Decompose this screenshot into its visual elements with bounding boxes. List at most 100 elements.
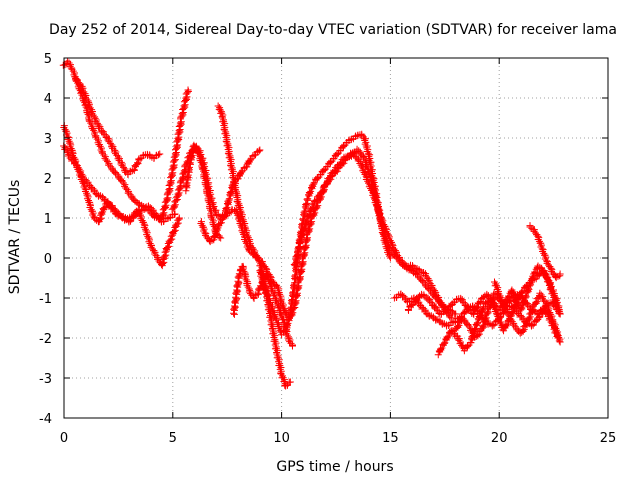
data-point (337, 161, 345, 169)
data-point (183, 158, 191, 166)
data-point (296, 237, 304, 245)
data-point (392, 250, 400, 258)
data-point (326, 158, 334, 166)
data-point (310, 197, 318, 205)
series-trace-6 (168, 141, 225, 242)
series-trace-18 (490, 262, 564, 318)
x-tick-label: 10 (273, 431, 290, 446)
ticks-layer: 0 5 10 15 20 25 -4 -3 -2 -1 0 1 2 3 4 5 (39, 52, 616, 446)
data-point (527, 281, 535, 289)
data-point (443, 333, 451, 341)
data-point (427, 299, 435, 307)
data-point (398, 258, 406, 266)
data-point (146, 236, 154, 244)
data-point (75, 79, 83, 87)
data-point (163, 243, 171, 251)
data-point (112, 169, 120, 177)
data-point (177, 118, 185, 126)
data-point (307, 187, 315, 195)
data-point (450, 331, 458, 339)
data-point (534, 314, 542, 322)
data-point (191, 143, 199, 151)
data-point (93, 135, 101, 143)
data-point (104, 158, 112, 166)
data-point (362, 160, 370, 168)
x-tick-label: 15 (382, 431, 399, 446)
data-point (479, 322, 487, 330)
data-point (96, 142, 104, 150)
data-point (151, 250, 159, 258)
data-point (123, 186, 131, 194)
data-point (304, 234, 312, 242)
data-point (101, 131, 109, 139)
data-point (353, 154, 361, 162)
data-point (418, 277, 426, 285)
data-point (88, 109, 96, 117)
data-point (339, 142, 347, 150)
data-point (553, 330, 561, 338)
data-point (413, 271, 421, 279)
data-point (473, 319, 481, 327)
data-point (532, 298, 540, 306)
data-point (375, 211, 383, 219)
data-point (291, 272, 299, 280)
data-point (144, 232, 152, 240)
data-point (459, 315, 467, 323)
data-point (526, 280, 534, 288)
data-point (273, 281, 281, 289)
data-point (105, 138, 113, 146)
data-point (305, 211, 313, 219)
data-point (340, 157, 348, 165)
data-point (374, 204, 382, 212)
data-point (552, 273, 560, 281)
data-point (282, 382, 290, 390)
data-point (330, 169, 338, 177)
data-point (338, 160, 346, 168)
data-point (547, 310, 555, 318)
data-point (509, 307, 517, 315)
data-point (465, 305, 473, 313)
data-point (322, 181, 330, 189)
data-point (235, 270, 243, 278)
data-point (385, 235, 393, 243)
data-point (304, 195, 312, 203)
data-point (118, 162, 126, 170)
data-point (144, 234, 152, 242)
data-point (85, 102, 93, 110)
data-point (333, 165, 341, 173)
data-point (511, 323, 519, 331)
data-point (527, 322, 535, 330)
data-point (372, 200, 380, 208)
data-point (555, 333, 563, 341)
data-point (59, 61, 67, 69)
data-point (552, 326, 560, 334)
data-point (81, 101, 89, 109)
data-point (508, 318, 516, 326)
data-point (526, 223, 534, 231)
data-point (554, 332, 562, 340)
data-point (447, 301, 455, 309)
data-point (324, 177, 332, 185)
data-point (81, 93, 89, 101)
data-point (541, 298, 549, 306)
data-point (549, 317, 557, 325)
data-point (325, 176, 333, 184)
data-point (184, 157, 192, 165)
data-point (436, 345, 444, 353)
y-tick-label: 3 (44, 132, 52, 147)
data-point (518, 305, 526, 313)
marks-layer (59, 57, 564, 390)
data-point (458, 313, 466, 321)
data-point (359, 167, 367, 175)
data-point (255, 257, 263, 265)
data-point (300, 208, 308, 216)
data-point (364, 179, 372, 187)
data-point (219, 213, 227, 221)
data-point (536, 289, 544, 297)
data-point (353, 145, 361, 153)
data-point (425, 297, 433, 305)
y-axis-label: SDTVAR / TECUs (7, 180, 23, 295)
series-trace-3 (60, 142, 179, 226)
data-point (222, 205, 230, 213)
